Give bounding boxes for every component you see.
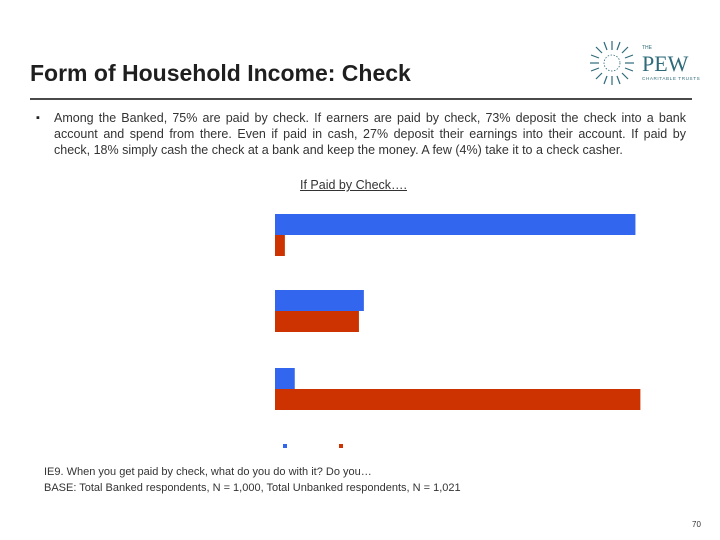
footnote-base: BASE: Total Banked respondents, N = 1,00… [44,482,461,494]
chart-subtitle: If Paid by Check…. [300,178,407,192]
bar-banked-1 [275,214,636,235]
logo-name: PEW [642,51,689,76]
bullet-marker: ▪ [36,112,40,124]
bullet-text: Among the Banked, 75% are paid by check.… [54,111,686,157]
legend-swatch-1 [283,444,287,448]
footnote: IE9. When you get paid by check, what do… [44,464,461,496]
starburst-icon [590,41,634,85]
bar-unbanked-1 [275,235,285,256]
bar-unbanked-2 [275,311,359,332]
title-divider [30,98,692,100]
footnote-question: IE9. When you get paid by check, what do… [44,466,372,478]
bar-banked-2 [275,290,364,311]
page-number: 70 [692,520,701,529]
bar-unbanked-3 [275,389,641,410]
logo-small-text: THE [642,45,653,51]
slide-title: Form of Household Income: Check [30,60,411,86]
legend-swatch-2 [339,444,343,448]
logo-tagline: CHARITABLE TRUSTS [642,76,700,81]
pew-logo: THE PEW CHARITABLE TRUSTS [590,41,700,85]
bar-banked-3 [275,368,295,389]
